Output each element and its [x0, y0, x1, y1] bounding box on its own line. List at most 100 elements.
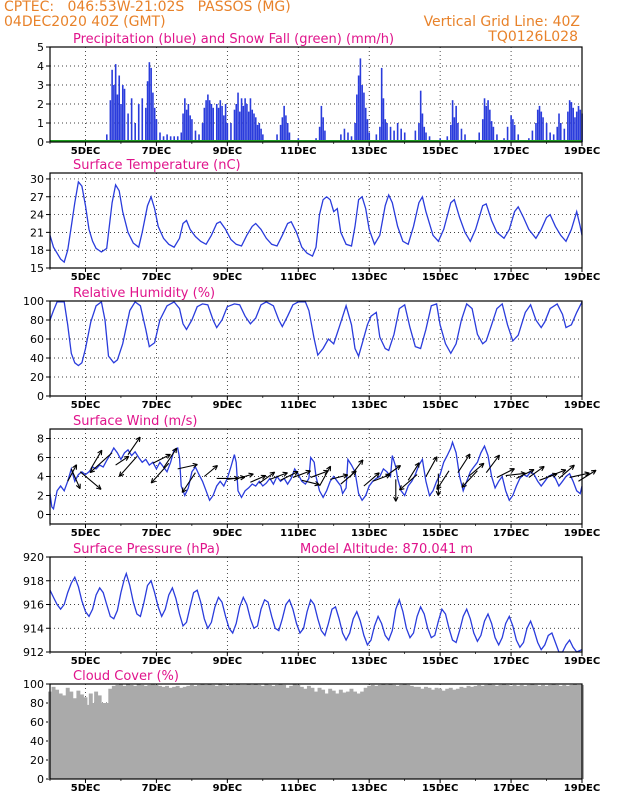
precip-bar	[320, 105, 323, 142]
precip-bar	[166, 134, 168, 142]
y-tick-label: 8	[37, 433, 44, 446]
y-tick-label: 27	[30, 191, 44, 204]
precip-bar	[558, 113, 560, 142]
wind-arrow	[528, 465, 545, 478]
wind-arrow	[250, 474, 267, 483]
series-line	[49, 300, 583, 367]
panel-frame	[49, 428, 583, 525]
cloud-bar	[143, 685, 148, 779]
cloud-bar	[118, 684, 123, 779]
precip-bar	[386, 123, 388, 142]
precip-bar	[538, 105, 541, 142]
precip-bar	[455, 105, 457, 142]
y-tick-label: 4	[37, 471, 44, 484]
x-tick-label: 17DEC	[493, 400, 529, 411]
cloud-bar	[83, 697, 88, 779]
precip-bar	[247, 111, 250, 142]
cloud-bar	[228, 684, 233, 779]
precip-bar	[428, 136, 431, 142]
precip-bar	[423, 126, 426, 142]
precip-bar	[123, 88, 126, 142]
cloud-bar	[338, 689, 343, 779]
cloud-bar	[271, 685, 276, 779]
precip-bar	[460, 128, 463, 142]
x-tick-label: 5DEC	[71, 656, 100, 667]
cloud-bar	[193, 685, 198, 779]
cloud-bar	[331, 690, 336, 779]
wind-arrow	[349, 459, 364, 478]
precip-bar	[542, 117, 544, 142]
precip-bar	[396, 123, 399, 142]
y-tick-label: 80	[30, 314, 44, 327]
x-tick-label: 19DEC	[564, 272, 600, 283]
precip-bar	[481, 119, 484, 142]
precip-bar	[552, 134, 555, 142]
precip-bar	[464, 134, 466, 142]
precip-bar	[246, 104, 248, 142]
y-tick-label: 20	[30, 371, 44, 384]
wind-arrow	[292, 469, 311, 478]
precip-bar	[506, 126, 509, 142]
cloud-bar	[136, 684, 141, 779]
x-tick-label: 9DEC	[213, 656, 242, 667]
cloud-bar	[367, 685, 372, 779]
cloud-bar	[196, 684, 201, 779]
cloud-bar	[225, 685, 230, 779]
precip-bar	[223, 115, 225, 142]
y-tick-label: 6	[37, 452, 44, 465]
x-tick-label: 13DEC	[351, 656, 387, 667]
x-tick-label: 7DEC	[142, 400, 171, 411]
cloud-bar	[90, 703, 95, 779]
wind-arrow	[435, 473, 442, 496]
precip-bar	[276, 134, 278, 142]
cloud-bar	[434, 687, 439, 779]
y-tick-label: 15	[30, 262, 44, 275]
cloud-bar	[111, 685, 116, 779]
precip-bar	[363, 92, 365, 142]
cloud-bar	[406, 684, 411, 779]
x-tick-label: 11DEC	[280, 783, 316, 794]
precip-bar	[244, 98, 246, 142]
cloud-bar	[328, 688, 333, 779]
precip-bar	[393, 130, 395, 142]
cloud-bar	[533, 684, 538, 779]
wind-arrow	[398, 474, 418, 491]
wind-arrow	[258, 471, 276, 484]
precip-bar	[226, 123, 229, 142]
precip-bar	[379, 126, 381, 142]
wind-arrow	[393, 479, 399, 502]
cloud-bar	[402, 684, 407, 779]
cloud-bar	[431, 689, 436, 779]
y-tick-label: 21	[30, 226, 44, 239]
x-tick-label: 13DEC	[351, 783, 387, 794]
x-tick-label: 15DEC	[422, 783, 458, 794]
cloud-bar	[79, 694, 84, 779]
precip-bar	[563, 128, 566, 142]
precip-bar	[285, 115, 287, 142]
cloud-bar	[296, 684, 301, 779]
wind-arrow	[280, 470, 299, 481]
precip-bar	[205, 100, 207, 142]
x-tick-label: 5DEC	[71, 528, 100, 539]
precip-bar	[208, 100, 211, 142]
precip-bar	[517, 134, 520, 142]
precip-bar	[221, 105, 223, 142]
cloud-bar	[292, 684, 297, 779]
panel-title: Surface Wind (m/s)	[73, 414, 197, 429]
precip-bar	[559, 123, 562, 142]
cloud-bar	[484, 684, 489, 779]
x-tick-label: 11DEC	[280, 528, 316, 539]
precip-bar	[116, 94, 119, 142]
wind-arrow	[485, 454, 500, 474]
cloud-bar	[363, 687, 368, 779]
precip-bar	[577, 105, 580, 142]
precip-bar	[549, 132, 551, 142]
precip-bar	[155, 119, 158, 142]
cloud-bar	[324, 693, 329, 779]
x-tick-label: 7DEC	[142, 146, 171, 157]
cloud-bar	[200, 684, 205, 779]
wind-arrow	[150, 462, 170, 484]
wind-arrow	[152, 453, 171, 464]
precip-bar	[184, 98, 186, 142]
